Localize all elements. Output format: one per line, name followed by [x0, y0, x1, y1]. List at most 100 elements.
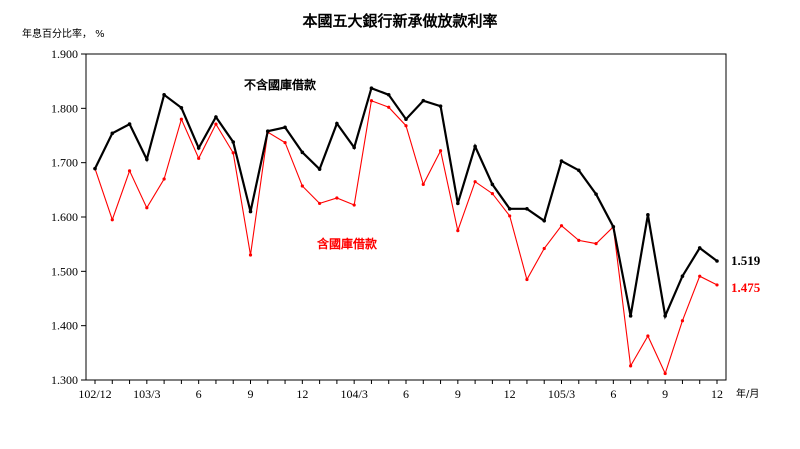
series-1-point — [456, 228, 460, 233]
series-1-point — [594, 242, 598, 246]
y-tick-label: 1.500 — [51, 264, 78, 278]
series-0-point — [456, 201, 460, 206]
series-0-point — [490, 182, 495, 187]
series-1-point — [680, 319, 685, 323]
series-1-point — [646, 334, 650, 338]
series-lines — [93, 86, 719, 376]
series-1-point — [162, 177, 166, 181]
series-1-point — [490, 192, 494, 196]
series-0-point — [715, 259, 719, 263]
series-0-point — [438, 104, 443, 108]
series-1-point — [542, 246, 546, 251]
series-0-point — [196, 146, 201, 150]
series-1-point — [629, 364, 633, 368]
series-1-point — [283, 140, 287, 145]
series-1-point — [145, 206, 149, 210]
series-1-point — [197, 156, 201, 160]
x-tick-label: 12 — [504, 387, 516, 401]
series-1-point — [508, 214, 512, 218]
x-tick-label: 102/12 — [78, 387, 111, 401]
series-0-point — [127, 122, 132, 126]
y-tick-label: 1.900 — [51, 47, 78, 61]
x-tick-label: 9 — [662, 387, 668, 401]
series-1-point — [300, 184, 304, 188]
series-0-point — [369, 86, 374, 91]
y-tick-label: 1.400 — [51, 319, 78, 333]
x-tick-label: 6 — [196, 387, 202, 401]
series-0-point — [663, 314, 667, 318]
x-tick-label: 105/3 — [548, 387, 575, 401]
series-1-point — [318, 201, 322, 206]
series-0-point — [179, 105, 184, 110]
series-1-point — [387, 105, 391, 109]
series-0-point — [231, 140, 236, 144]
y-tick-label: 1.700 — [51, 156, 78, 170]
series-0-point — [525, 207, 529, 211]
series-line-1 — [94, 99, 718, 376]
x-tick-label: 104/3 — [340, 387, 367, 401]
series-0-point — [594, 192, 598, 196]
series-0-point — [473, 144, 477, 149]
series-1-point — [525, 277, 529, 282]
x-tick-label: 6 — [610, 387, 616, 401]
x-tick-label: 103/3 — [133, 387, 160, 401]
series-0-point — [300, 150, 305, 155]
series-0-point — [507, 207, 512, 211]
series-1-point — [715, 283, 719, 287]
y-axis-label: 年息百分比率， % — [22, 27, 105, 40]
x-tick-label: 9 — [248, 387, 254, 401]
series-1-point — [559, 224, 564, 228]
y-axis: 1.300 1.400 1.500 1.600 1.700 1.800 1.900 — [51, 47, 86, 387]
series-label-excl-treasury: 不含國庫借款 — [244, 77, 317, 92]
series-0-point — [697, 246, 702, 250]
series-0-point — [283, 125, 287, 130]
series-0-point — [576, 168, 581, 173]
end-value-excl-treasury: 1.519 — [731, 253, 761, 268]
x-tick-label: 6 — [403, 387, 409, 401]
series-1-point — [369, 99, 374, 103]
series-1-point — [179, 117, 183, 121]
x-tick-label: 9 — [455, 387, 461, 401]
series-1-point — [335, 196, 339, 200]
series-0-point — [628, 314, 633, 318]
series-0-point — [248, 209, 253, 214]
series-0-point — [386, 92, 391, 97]
series-0-point — [542, 219, 547, 223]
series-0-point — [317, 167, 322, 171]
series-0-point — [110, 131, 115, 136]
series-1-point — [352, 203, 356, 207]
chart-title: 本國五大銀行新承做放款利率 — [302, 12, 497, 30]
series-1-point — [214, 122, 218, 126]
y-tick-label: 1.800 — [51, 101, 78, 115]
x-axis: 102/12 103/3 6 9 12 104/3 6 9 12 105/3 6 9 12 — [78, 380, 723, 401]
series-1-point — [110, 218, 114, 222]
x-axis-unit: 年/月 — [736, 387, 759, 400]
series-1-point — [473, 180, 477, 184]
series-0-point — [352, 145, 356, 150]
series-0-point — [93, 166, 97, 171]
x-tick-label: 12 — [711, 387, 723, 401]
series-0-point — [421, 98, 426, 103]
series-0-point — [646, 213, 650, 217]
y-tick-label: 1.300 — [51, 373, 78, 387]
series-1-point — [231, 151, 235, 155]
series-1-point — [698, 274, 702, 278]
series-1-point — [248, 253, 253, 257]
end-value-incl-treasury: 1.475 — [731, 280, 761, 295]
y-tick-label: 1.600 — [51, 210, 78, 224]
series-1-point — [404, 124, 408, 128]
series-1-point — [421, 182, 425, 186]
series-1-point — [577, 238, 581, 242]
x-tick-label: 12 — [296, 387, 308, 401]
series-1-point — [438, 149, 443, 153]
series-1-point — [127, 169, 132, 173]
series-0-point — [559, 159, 564, 163]
series-1-point — [663, 371, 667, 376]
series-label-incl-treasury: 含國庫借款 — [317, 236, 378, 251]
series-0-point — [265, 129, 270, 133]
series-0-point — [214, 115, 218, 119]
series-0-point — [680, 274, 685, 279]
series-0-point — [145, 157, 149, 162]
series-0-point — [162, 92, 166, 97]
